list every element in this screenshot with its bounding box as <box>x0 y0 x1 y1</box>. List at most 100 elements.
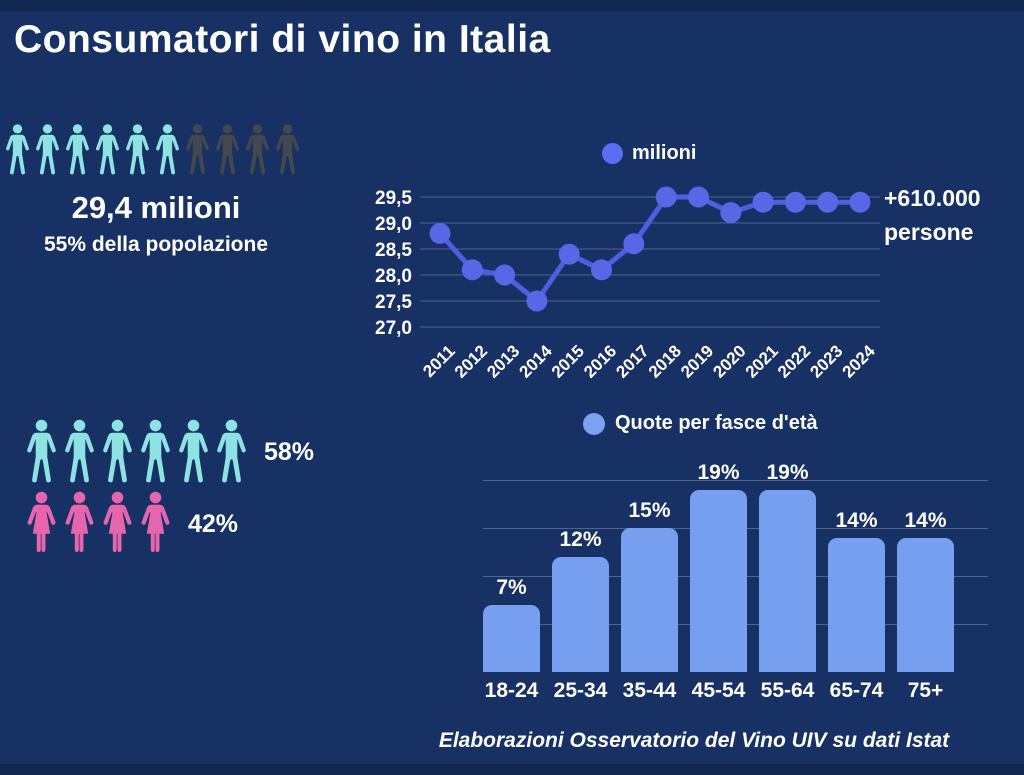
x-tick-label: 2011 <box>419 341 459 381</box>
bar <box>828 537 885 672</box>
data-point <box>752 191 774 213</box>
population-pictogram <box>3 123 302 178</box>
bar-category-label: 75+ <box>907 679 944 702</box>
bar-value-label: 19% <box>697 460 740 484</box>
data-point <box>688 186 709 208</box>
y-tick-label: 29,0 <box>375 214 412 235</box>
person-icon <box>63 123 92 178</box>
bar-category-label: 55-64 <box>760 679 815 702</box>
bar <box>483 604 540 672</box>
person-icon <box>93 123 122 178</box>
x-tick-label: 2012 <box>451 341 491 381</box>
data-point <box>817 191 839 213</box>
x-tick-label: 2018 <box>645 341 685 381</box>
data-point <box>591 259 612 281</box>
bar-legend-label: Quote per fasce d'età <box>615 412 818 434</box>
bar-category-label: 45-54 <box>691 679 746 702</box>
data-point <box>558 243 580 265</box>
bar <box>897 537 954 672</box>
bar-legend-dot-icon <box>583 412 605 435</box>
line-chart: 27,0 27,5 28,0 28,5 29,0 29,5 2011201220132014… <box>375 186 880 382</box>
x-tick-label: 2023 <box>806 341 846 381</box>
bar-value-label: 7% <box>496 575 527 599</box>
bar-cell: 19% <box>759 461 816 672</box>
bar-cell: 19% <box>690 461 747 672</box>
bar <box>759 489 816 672</box>
line-chart-legend: milioni <box>602 142 696 165</box>
data-point <box>526 290 548 312</box>
man-icon <box>175 419 212 486</box>
x-tick-label: 2013 <box>483 341 523 381</box>
bottom-edge-strip <box>0 764 1024 775</box>
bar <box>552 556 609 672</box>
top-edge-strip <box>0 0 1024 11</box>
woman-icon <box>61 491 98 558</box>
man-icon <box>213 419 250 486</box>
x-tick-label: 2019 <box>677 341 717 381</box>
data-point <box>623 233 645 255</box>
x-tick-label: 2024 <box>839 341 880 382</box>
bar-category-label: 18-24 <box>484 679 539 702</box>
data-point <box>429 222 451 244</box>
bar-cell: 7% <box>483 576 540 672</box>
gender-row-female: 42% <box>23 491 238 558</box>
man-icon <box>137 419 174 486</box>
gender-row-male: 58% <box>23 419 314 486</box>
person-icon <box>3 123 32 178</box>
y-tick-label: 29,5 <box>375 188 412 209</box>
page-title: Consumatori di vino in Italia <box>14 18 551 61</box>
data-point <box>720 202 742 224</box>
population-value: 29,4 milioni <box>71 190 241 225</box>
bar-cell: 15% <box>621 499 678 672</box>
x-tick-label: 2016 <box>580 341 620 381</box>
person-icon <box>183 123 212 178</box>
gender-share-male: 58% <box>264 438 315 466</box>
line-legend-dot-icon <box>602 143 623 164</box>
bar-cell: 12% <box>552 528 609 672</box>
bar-value-label: 14% <box>904 508 947 532</box>
annotation-line1: +610.000 <box>884 185 981 211</box>
person-icon <box>153 123 182 178</box>
person-icon <box>213 123 242 178</box>
bar-value-label: 15% <box>628 499 671 522</box>
x-tick-label: 2022 <box>774 341 814 381</box>
bar-chart: 7% 12% 15% 19% 19% 1 <box>483 440 989 672</box>
bar-cell: 14% <box>897 509 954 672</box>
person-icon <box>33 123 62 178</box>
bar-chart-categories: 18-24 25-34 35-44 45-54 55-64 65-74 75+ <box>483 679 954 703</box>
person-icon <box>243 123 272 178</box>
x-tick-label: 2020 <box>709 341 749 381</box>
bar-chart-legend: Quote per fasce d'età <box>583 412 818 435</box>
bar-category-label: 65-74 <box>829 679 884 702</box>
gender-share-female: 42% <box>188 510 239 538</box>
x-tick-label: 2017 <box>612 341 652 381</box>
x-tick-label: 2014 <box>516 341 557 382</box>
population-share: 55% della popolazione <box>43 233 269 256</box>
person-icon <box>273 123 302 178</box>
woman-icon <box>23 491 60 558</box>
woman-icon <box>99 491 136 558</box>
y-tick-label: 28,5 <box>375 240 412 261</box>
x-tick-label: 2021 <box>742 341 782 381</box>
data-point <box>849 191 871 213</box>
bar <box>621 528 678 672</box>
x-tick-label: 2015 <box>548 341 588 381</box>
data-point <box>655 186 677 208</box>
bar-category-label: 35-44 <box>622 679 677 702</box>
man-icon <box>61 419 98 486</box>
data-point <box>494 264 516 286</box>
bar <box>690 489 747 672</box>
bar-chart-gridline <box>483 480 988 481</box>
person-icon <box>123 123 152 178</box>
bar-category-label: 25-34 <box>553 679 608 702</box>
y-tick-label: 27,5 <box>375 292 412 313</box>
data-point <box>784 191 806 213</box>
line-legend-label: milioni <box>632 142 697 164</box>
bar-cell: 14% <box>828 509 885 672</box>
woman-icon <box>137 491 174 558</box>
y-tick-label: 27,0 <box>375 318 412 339</box>
bar-value-label: 12% <box>559 527 602 551</box>
bar-value-label: 19% <box>766 460 809 484</box>
man-icon <box>99 419 136 486</box>
